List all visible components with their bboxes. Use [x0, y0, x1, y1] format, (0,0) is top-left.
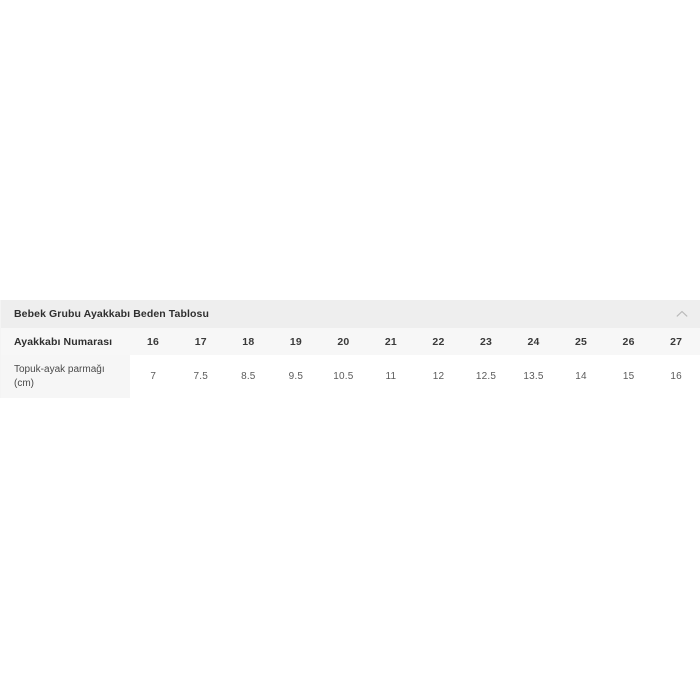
size-cell: 21	[384, 335, 397, 348]
size-chart-widget: Bebek Grubu Ayakkabı Beden Tablosu Ayakk…	[0, 300, 700, 398]
table-row-shoe-sizes: Ayakkabı Numarası 16 17 18 19 20 21 22 2…	[0, 328, 700, 355]
size-cell: 26	[622, 335, 635, 348]
value-cell: 13.5	[523, 371, 544, 382]
value-cell: 14	[575, 371, 587, 382]
value-cell: 12	[432, 371, 445, 382]
size-cell: 18	[242, 335, 255, 348]
row-header-shoe-size: Ayakkabı Numarası	[0, 328, 130, 355]
size-cell: 23	[479, 335, 493, 348]
value-cell: 16	[670, 371, 682, 382]
size-cell: 24	[527, 335, 540, 348]
size-cell: 16	[146, 335, 160, 348]
size-chart-accordion-header[interactable]: Bebek Grubu Ayakkabı Beden Tablosu	[0, 300, 700, 328]
value-cell: 7.5	[193, 371, 209, 382]
value-cell: 8.5	[241, 371, 256, 382]
value-cell: 9.5	[288, 371, 304, 382]
chevron-up-icon[interactable]	[674, 306, 690, 322]
size-cell: 20	[337, 335, 350, 348]
table-row-heel-to-toe: Topuk-ayak parmağı (cm) 7 7.5 8.5 9.5 10…	[0, 355, 700, 398]
size-cell: 27	[670, 335, 683, 348]
value-cell: 11	[385, 371, 397, 382]
value-cell: 10.5	[333, 371, 354, 382]
row-header-heel-to-toe: Topuk-ayak parmağı (cm)	[0, 355, 130, 398]
size-cell: 22	[432, 335, 445, 348]
value-cell: 12.5	[475, 371, 497, 382]
size-cell: 19	[289, 335, 302, 348]
value-cell: 15	[622, 371, 635, 382]
size-cell: 25	[575, 335, 588, 348]
value-cell: 7	[150, 371, 157, 382]
size-chart-table: Ayakkabı Numarası 16 17 18 19 20 21 22 2…	[0, 328, 700, 398]
size-cell: 17	[194, 335, 207, 348]
size-chart-title: Bebek Grubu Ayakkabı Beden Tablosu	[14, 308, 209, 320]
